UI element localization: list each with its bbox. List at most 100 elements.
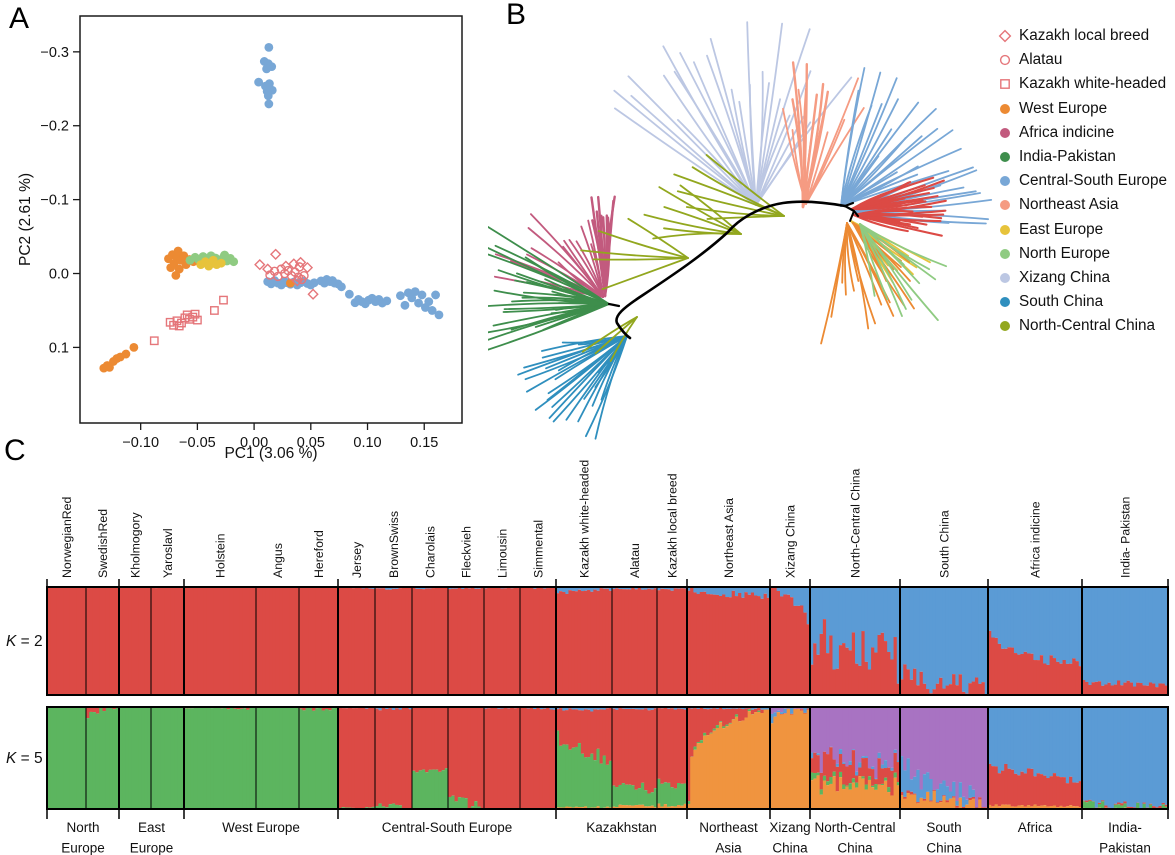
admixture-bar <box>434 707 439 770</box>
panel-c-label: C <box>4 434 26 467</box>
admixture-bar <box>262 707 267 809</box>
admixture-bar <box>822 780 827 809</box>
admixture-bar <box>699 587 704 592</box>
admixture-bar <box>493 587 498 695</box>
admixture-bar <box>803 713 808 809</box>
admixture-bar <box>1023 806 1028 809</box>
admixture-bar <box>877 707 882 753</box>
population-label: Yaroslavl <box>161 528 175 578</box>
admixture-bar <box>663 587 668 590</box>
admixture-bar <box>845 707 850 767</box>
admixture-bar <box>1039 805 1044 809</box>
admixture-bar <box>529 707 534 809</box>
admixture-bar <box>378 803 383 809</box>
admixture-bar <box>378 588 383 695</box>
scatter-point <box>229 257 239 267</box>
admixture-bar <box>935 802 940 809</box>
admixture-bar <box>102 711 107 809</box>
scatter-point <box>210 306 219 315</box>
admixture-bar <box>838 645 843 695</box>
admixture-bar <box>640 587 645 590</box>
admixture-bar <box>184 587 188 695</box>
admixture-bar <box>593 587 598 590</box>
admixture-bar <box>375 588 379 695</box>
admixture-bar <box>677 805 681 809</box>
admixture-bar <box>388 587 393 590</box>
admixture-bar <box>909 707 914 780</box>
admixture-bar <box>1148 707 1153 804</box>
tree-branch <box>805 131 829 205</box>
admixture-bar <box>415 772 420 809</box>
admixture-bar <box>197 587 201 695</box>
admixture-bar <box>128 587 133 695</box>
admixture-bar <box>480 707 485 809</box>
scatter-point <box>280 260 292 272</box>
admixture-bar <box>916 803 921 809</box>
admixture-bar <box>673 806 678 809</box>
population-label: Fleckvieh <box>460 526 474 578</box>
admixture-bar <box>880 707 885 765</box>
admixture-bar <box>829 747 834 778</box>
admixture-bar <box>819 707 824 773</box>
admixture-bar <box>1004 763 1009 805</box>
admixture-bar <box>984 807 989 808</box>
admixture-bar <box>539 709 544 809</box>
admixture-bar <box>880 587 885 633</box>
admixture-bar <box>1117 680 1121 695</box>
population-label: Alatau <box>628 543 642 578</box>
admixture-bar <box>282 707 287 809</box>
admixture-bar <box>813 587 818 644</box>
admixture-bar <box>650 589 655 695</box>
admixture-bar <box>147 587 152 695</box>
admixture-bar <box>806 709 811 809</box>
admixture-bar <box>1107 682 1112 695</box>
admixture-bar <box>883 780 888 809</box>
admixture-bar <box>99 587 104 695</box>
admixture-bar <box>913 707 917 777</box>
scatter-point <box>294 256 307 269</box>
admixture-bar <box>1164 804 1169 807</box>
admixture-bar <box>971 796 976 799</box>
tree-branch <box>652 232 742 240</box>
admixture-bar <box>536 587 541 695</box>
admixture-bar <box>880 768 885 784</box>
admixture-bar <box>1129 587 1134 683</box>
admixture-bar <box>835 587 840 669</box>
admixture-bar <box>722 726 726 729</box>
admixture-bar <box>829 783 834 809</box>
admixture-bar <box>246 709 251 809</box>
admixture-bar <box>790 597 794 695</box>
admixture-bar <box>1075 661 1080 695</box>
admixture-bar <box>1145 685 1150 695</box>
admixture-bar <box>105 587 110 695</box>
admixture-bar <box>1155 707 1160 808</box>
admixture-bar <box>451 707 456 796</box>
tree-backbone <box>849 210 855 222</box>
admixture-bar <box>687 801 691 804</box>
admixture-bar <box>687 707 691 802</box>
admixture-bar <box>328 707 333 711</box>
admixture-bar <box>709 594 714 695</box>
admixture-bar <box>647 707 652 711</box>
admixture-bar <box>855 787 859 809</box>
admixture-bar <box>229 587 234 695</box>
admixture-bar <box>388 708 393 805</box>
admixture-bar <box>500 708 505 809</box>
admixture-bar <box>896 785 901 809</box>
admixture-bar <box>786 587 791 595</box>
admixture-bar <box>955 805 960 808</box>
admixture-bar <box>757 708 762 711</box>
admixture-bar <box>939 677 943 695</box>
admixture-bar <box>596 590 601 695</box>
admixture-bar <box>952 587 957 675</box>
admixture-bar <box>487 587 492 695</box>
admixture-bar <box>874 784 879 790</box>
admixture-bar <box>832 776 837 809</box>
admixture-bar <box>683 707 688 710</box>
admixture-bar <box>559 591 563 695</box>
admixture-bar <box>73 707 77 809</box>
admixture-bar <box>602 707 607 710</box>
admixture-bar <box>842 762 846 764</box>
admixture-bar <box>249 707 254 809</box>
scatter-point <box>337 282 346 292</box>
